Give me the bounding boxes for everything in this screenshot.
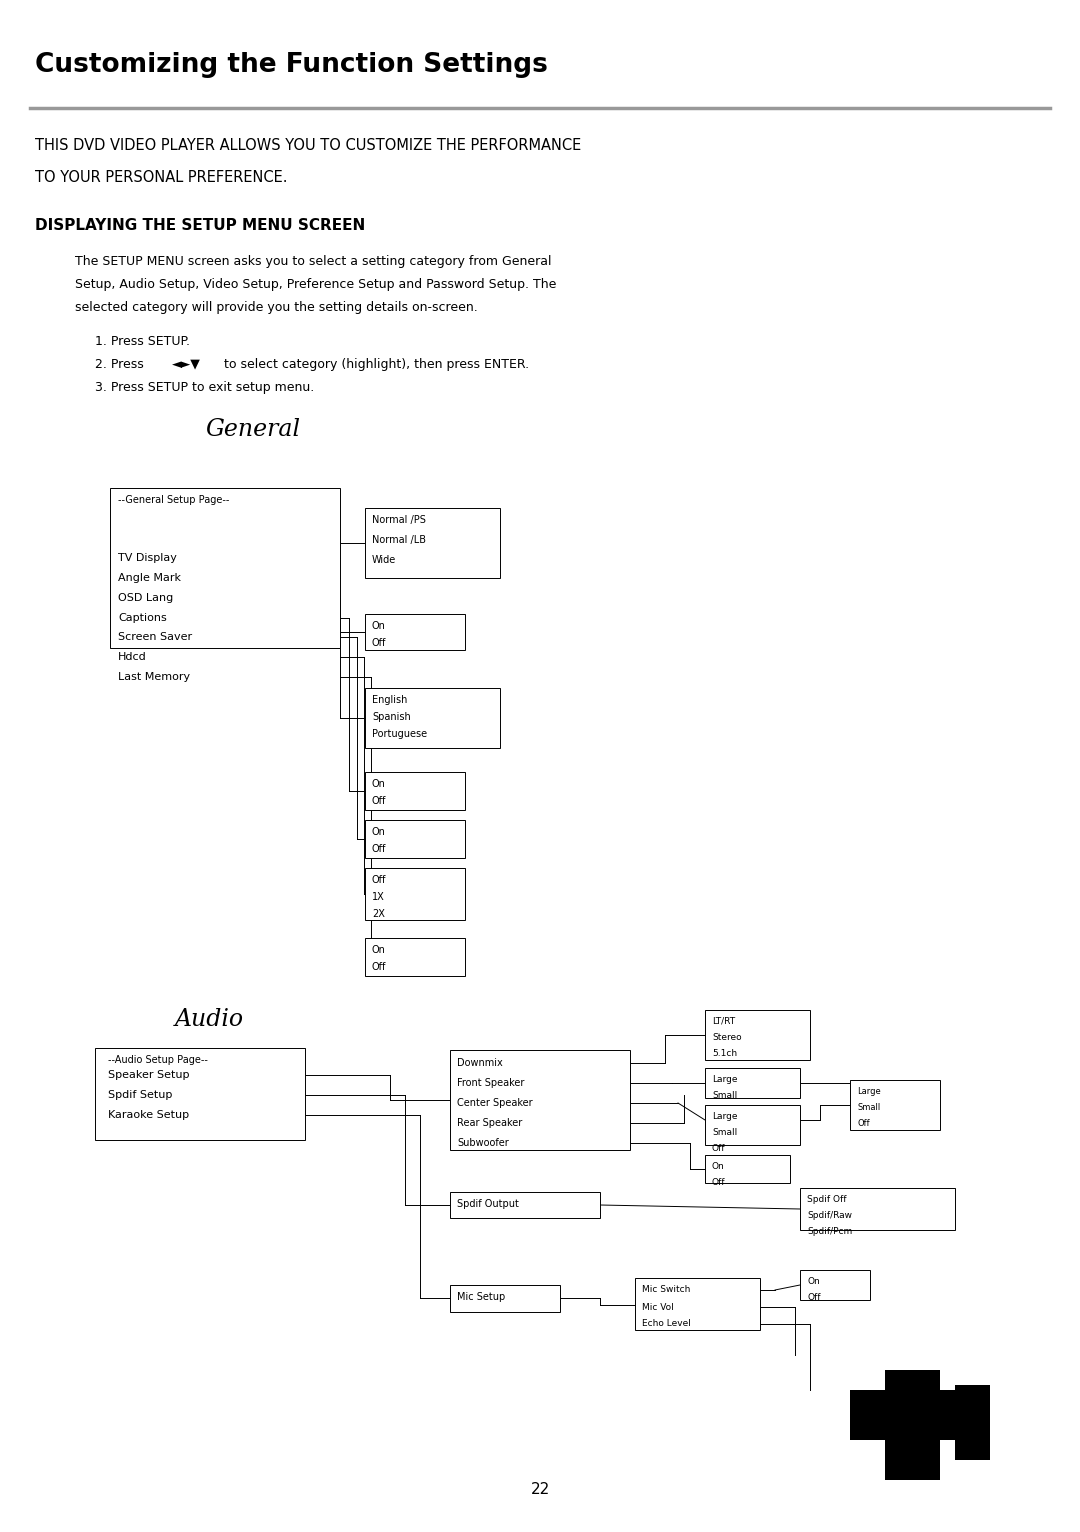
Text: TV Display: TV Display [118, 553, 177, 562]
Text: Off: Off [712, 1144, 726, 1154]
Text: Stereo: Stereo [712, 1033, 742, 1042]
Text: 1X: 1X [372, 892, 384, 902]
Bar [635, 1278, 760, 1330]
Text: 5.1ch: 5.1ch [712, 1049, 738, 1059]
Text: Echo Level: Echo Level [642, 1319, 691, 1328]
Text: Large: Large [712, 1075, 738, 1085]
Bar [850, 1390, 975, 1440]
Text: 2. Press: 2. Press [95, 358, 148, 371]
Text: On: On [712, 1161, 725, 1170]
Text: Spdif Off: Spdif Off [807, 1195, 847, 1204]
Text: Mic Vol: Mic Vol [642, 1302, 674, 1311]
Text: Front Speaker: Front Speaker [457, 1079, 525, 1088]
Bar [800, 1187, 955, 1230]
Text: Large: Large [712, 1112, 738, 1121]
Text: 1. Press SETUP.: 1. Press SETUP. [95, 336, 190, 348]
Text: Large: Large [858, 1088, 881, 1095]
Text: Hdcd: Hdcd [118, 653, 147, 662]
Text: 2X: 2X [372, 908, 384, 919]
Text: Angle Mark: Angle Mark [118, 573, 181, 584]
Text: Last Memory: Last Memory [118, 673, 190, 682]
Text: Mic Switch: Mic Switch [642, 1285, 690, 1295]
Bar [450, 1192, 600, 1218]
Text: Off: Off [712, 1178, 726, 1187]
Text: On: On [372, 620, 386, 631]
Text: Mic Setup: Mic Setup [457, 1291, 505, 1302]
Text: Captions: Captions [118, 613, 166, 624]
Text: DISPLAYING THE SETUP MENU SCREEN: DISPLAYING THE SETUP MENU SCREEN [35, 218, 365, 233]
Text: Off: Off [807, 1293, 821, 1302]
Text: Subwoofer: Subwoofer [457, 1138, 509, 1147]
Text: Audio: Audio [175, 1008, 244, 1031]
Text: Spdif Output: Spdif Output [457, 1200, 518, 1209]
Text: Small: Small [858, 1103, 880, 1112]
Text: Customizing the Function Settings: Customizing the Function Settings [35, 52, 548, 78]
Bar [365, 614, 465, 650]
Bar [365, 820, 465, 858]
Text: LT/RT: LT/RT [712, 1017, 735, 1026]
Text: Off: Off [372, 875, 387, 885]
Text: --Audio Setup Page--: --Audio Setup Page-- [108, 1056, 207, 1065]
Bar [95, 1048, 305, 1140]
Bar [110, 489, 340, 648]
Bar [365, 688, 500, 748]
Bar [450, 1049, 630, 1151]
Text: Center Speaker: Center Speaker [457, 1098, 532, 1108]
Bar [885, 1370, 940, 1480]
Text: ◄►▼: ◄►▼ [172, 357, 201, 371]
Bar [365, 869, 465, 921]
Text: Screen Saver: Screen Saver [118, 633, 192, 642]
Bar [705, 1010, 810, 1060]
Bar [705, 1068, 800, 1098]
Text: Off: Off [372, 962, 387, 971]
Text: --General Setup Page--: --General Setup Page-- [118, 495, 229, 506]
Text: Spdif/Raw: Spdif/Raw [807, 1210, 852, 1219]
Text: 22: 22 [530, 1483, 550, 1497]
Bar [705, 1105, 800, 1144]
Bar [955, 1385, 990, 1460]
Text: THIS DVD VIDEO PLAYER ALLOWS YOU TO CUSTOMIZE THE PERFORMANCE: THIS DVD VIDEO PLAYER ALLOWS YOU TO CUST… [35, 138, 581, 153]
Text: Setup, Audio Setup, Video Setup, Preference Setup and Password Setup. The: Setup, Audio Setup, Video Setup, Prefere… [75, 277, 556, 291]
Text: On: On [372, 827, 386, 836]
Text: selected category will provide you the setting details on-screen.: selected category will provide you the s… [75, 300, 477, 314]
Text: Spanish: Spanish [372, 712, 410, 722]
Text: English: English [372, 696, 407, 705]
Text: Normal /PS: Normal /PS [372, 515, 426, 525]
Text: Karaoke Setup: Karaoke Setup [108, 1111, 189, 1120]
Text: 3. Press SETUP to exit setup menu.: 3. Press SETUP to exit setup menu. [95, 381, 314, 394]
Text: Portuguese: Portuguese [372, 729, 427, 738]
Text: OSD Lang: OSD Lang [118, 593, 173, 604]
Bar [365, 509, 500, 578]
Text: On: On [372, 778, 386, 789]
Bar [365, 772, 465, 810]
Text: General: General [205, 418, 300, 441]
Text: Speaker Setup: Speaker Setup [108, 1069, 189, 1080]
Text: On: On [372, 945, 386, 954]
Text: Off: Off [372, 844, 387, 853]
Text: Off: Off [372, 637, 387, 648]
Text: The SETUP MENU screen asks you to select a setting category from General: The SETUP MENU screen asks you to select… [75, 254, 552, 268]
Bar [450, 1285, 561, 1311]
Text: Off: Off [858, 1118, 869, 1128]
Bar [800, 1270, 870, 1301]
Text: Wide: Wide [372, 555, 396, 565]
Text: On: On [807, 1278, 820, 1285]
Text: TO YOUR PERSONAL PREFERENCE.: TO YOUR PERSONAL PREFERENCE. [35, 170, 287, 185]
Text: Downmix: Downmix [457, 1059, 503, 1068]
Text: Rear Speaker: Rear Speaker [457, 1118, 523, 1128]
Text: Small: Small [712, 1091, 738, 1100]
Text: to select category (highlight), then press ENTER.: to select category (highlight), then pre… [220, 358, 529, 371]
Bar [365, 938, 465, 976]
Text: Normal /LB: Normal /LB [372, 535, 426, 545]
Text: Spdif/Pcm: Spdif/Pcm [807, 1227, 852, 1236]
Bar [850, 1080, 940, 1131]
Text: Spdif Setup: Spdif Setup [108, 1089, 173, 1100]
Text: Small: Small [712, 1128, 738, 1137]
Text: Off: Off [372, 797, 387, 806]
Bar [705, 1155, 789, 1183]
